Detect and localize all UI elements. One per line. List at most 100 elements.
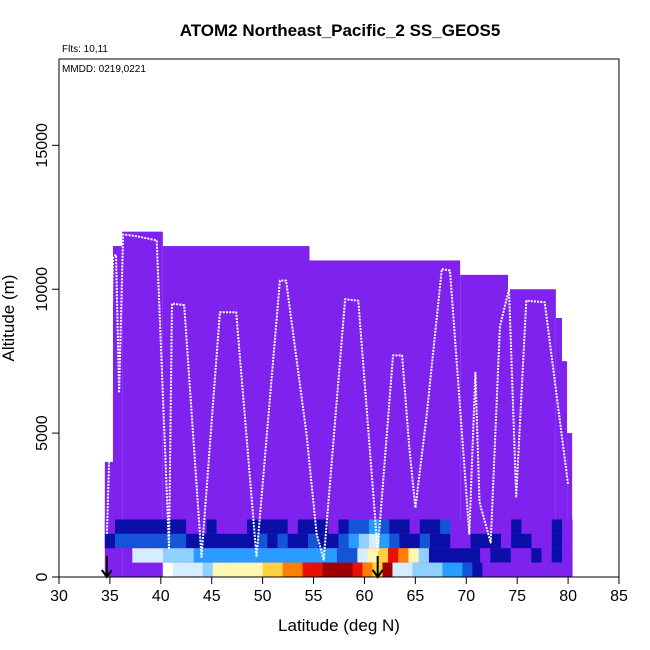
heatmap-cell bbox=[224, 548, 236, 563]
heatmap-cell bbox=[328, 519, 339, 534]
heatmap-cell bbox=[318, 533, 329, 549]
heatmap-cell bbox=[490, 548, 501, 563]
heatmap-cell bbox=[551, 533, 563, 549]
curtain-block bbox=[561, 361, 568, 577]
heatmap-cell bbox=[297, 519, 309, 534]
heatmap-cell bbox=[348, 533, 360, 549]
heatmap-cell bbox=[357, 548, 368, 563]
heatmap-cell bbox=[326, 548, 338, 563]
heatmap-cell bbox=[257, 519, 268, 534]
x-tick-label: 80 bbox=[559, 588, 577, 605]
heatmap-cell bbox=[155, 533, 167, 549]
heatmap-cell bbox=[450, 533, 461, 549]
heatmap-cell bbox=[347, 548, 358, 563]
heatmap-cell bbox=[277, 519, 289, 534]
heatmap-cell bbox=[389, 533, 400, 549]
heatmap-cell bbox=[382, 562, 393, 577]
heatmap-cell bbox=[145, 533, 157, 549]
heatmap-cell bbox=[379, 533, 390, 549]
heatmap-cell bbox=[531, 548, 542, 563]
heatmap-cell bbox=[480, 548, 491, 563]
heatmap-cell bbox=[562, 519, 573, 534]
heatmap-cell bbox=[234, 548, 246, 563]
heatmap-cell bbox=[532, 562, 543, 577]
heatmap-cell bbox=[145, 519, 157, 534]
heatmap-cell bbox=[285, 548, 297, 563]
heatmap-cell bbox=[114, 519, 126, 534]
heatmap-cell bbox=[541, 548, 553, 563]
heatmap-cell bbox=[206, 519, 217, 534]
heatmap-cell bbox=[267, 533, 278, 549]
heatmap-cell bbox=[490, 519, 502, 534]
heatmap-cell bbox=[408, 548, 420, 563]
heatmap-cell bbox=[212, 562, 224, 577]
heatmap-cell bbox=[460, 519, 471, 534]
x-tick-label: 55 bbox=[305, 588, 323, 605]
data-layer bbox=[101, 231, 573, 579]
heatmap-cell bbox=[125, 533, 136, 549]
heatmap-cell bbox=[449, 548, 461, 563]
heatmap-cell bbox=[275, 548, 287, 563]
heatmap-cell bbox=[469, 548, 481, 563]
heatmap-cell bbox=[501, 533, 512, 549]
heatmap-cell bbox=[522, 562, 533, 577]
heatmap-cell bbox=[409, 519, 421, 534]
flight-track bbox=[105, 233, 570, 561]
heatmap-cell bbox=[272, 562, 284, 577]
x-tick-label: 45 bbox=[203, 588, 221, 605]
heatmap-cell bbox=[182, 562, 194, 577]
heatmap-cell bbox=[429, 533, 441, 549]
heatmap-cell bbox=[440, 533, 451, 549]
heatmap-cell bbox=[262, 562, 274, 577]
heatmap-cell bbox=[203, 548, 215, 563]
heatmap-cell bbox=[328, 533, 339, 549]
heatmap-cell bbox=[165, 519, 177, 534]
heatmap-cell bbox=[541, 519, 553, 534]
heatmap-cell bbox=[206, 533, 217, 549]
heatmap-cell bbox=[418, 548, 430, 563]
heatmap-cell bbox=[214, 548, 225, 563]
heatmap-cell bbox=[551, 519, 563, 534]
heatmap-cell bbox=[338, 519, 350, 534]
heatmap-cell bbox=[432, 562, 443, 577]
heatmap-cell bbox=[450, 519, 461, 534]
heatmap-cell bbox=[226, 519, 238, 534]
y-tick-label: 5000 bbox=[34, 415, 51, 451]
heatmap-cell bbox=[541, 533, 553, 549]
y-tick-label: 15000 bbox=[34, 123, 51, 168]
heatmap-cell bbox=[306, 548, 317, 563]
heatmap-cell bbox=[368, 519, 380, 534]
heatmap-cell bbox=[255, 548, 266, 563]
curtain-block bbox=[112, 246, 123, 578]
x-tick-label: 85 bbox=[610, 588, 628, 605]
heatmap-cell bbox=[247, 519, 258, 534]
heatmap-cell bbox=[502, 562, 513, 577]
heatmap-cell bbox=[252, 562, 264, 577]
heatmap-cell bbox=[521, 548, 532, 563]
heatmap-cell bbox=[392, 562, 403, 577]
heatmap-cell bbox=[551, 548, 563, 563]
flights-label: Flts: 10,11 bbox=[62, 44, 108, 55]
curtain-block bbox=[567, 433, 573, 577]
heatmap-cell bbox=[561, 548, 573, 563]
heatmap-cell bbox=[308, 533, 319, 549]
dates-label: MMDD: 0219,0221 bbox=[62, 64, 146, 75]
heatmap-cell bbox=[277, 533, 289, 549]
heatmap-cell bbox=[165, 533, 177, 549]
heatmap-cell bbox=[562, 533, 573, 549]
heatmap-cell bbox=[362, 562, 373, 577]
heatmap-cell bbox=[358, 519, 370, 534]
plot-frame bbox=[58, 58, 620, 578]
x-tick-label: 70 bbox=[457, 588, 475, 605]
heatmap-cell bbox=[399, 533, 411, 549]
heatmap-cell bbox=[399, 519, 411, 534]
heatmap-cell bbox=[155, 519, 167, 534]
heatmap-cell bbox=[422, 562, 433, 577]
y-tick-label: 0 bbox=[34, 572, 51, 581]
heatmap-cell bbox=[500, 548, 512, 563]
heatmap-cell bbox=[186, 519, 197, 534]
heatmap-cell bbox=[135, 519, 146, 534]
heatmap-cell bbox=[265, 548, 276, 563]
heatmap-cell bbox=[173, 548, 184, 563]
heatmap-cell bbox=[175, 533, 187, 549]
